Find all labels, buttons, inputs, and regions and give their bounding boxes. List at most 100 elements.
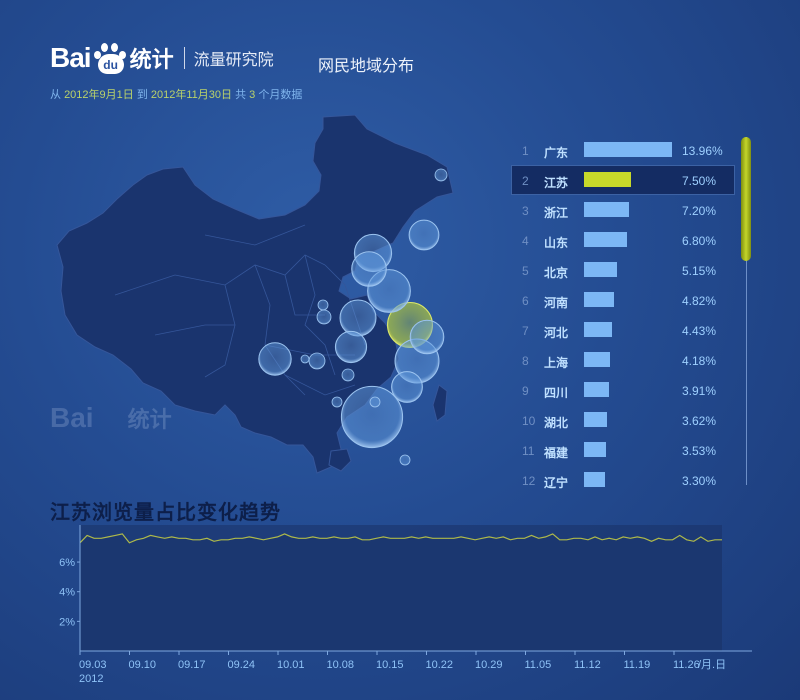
y-tick-label: 4%	[59, 587, 75, 599]
province-bubble[interactable]	[334, 330, 368, 364]
rank-number: 11	[522, 444, 535, 458]
ranking-row[interactable]: 5 北京 5.15%	[512, 256, 734, 284]
ranking-row[interactable]: 3 浙江 7.20%	[512, 196, 734, 224]
rank-number: 6	[522, 294, 529, 308]
y-tick-label: 6%	[59, 557, 75, 569]
share-value: 3.53%	[682, 444, 717, 458]
province-bubble[interactable]	[316, 309, 332, 325]
province-bubble[interactable]	[434, 168, 448, 182]
x-tick-label: 10.29	[475, 659, 503, 671]
ranking-row[interactable]: 11 福建 3.53%	[512, 436, 734, 464]
share-value: 4.82%	[682, 294, 717, 308]
province-bubble[interactable]	[399, 454, 411, 466]
province-bubble[interactable]	[339, 299, 377, 337]
brand-name: 流量研究院	[193, 52, 274, 69]
map-island-hainan	[328, 448, 352, 472]
share-bar	[584, 472, 605, 487]
province-bubble[interactable]	[409, 319, 445, 355]
ranking-row[interactable]: 8 上海 4.18%	[512, 346, 734, 374]
baidu-tongji-logo: Bai du 统计 流量研究院	[50, 40, 274, 76]
y-tick-label: 2%	[59, 616, 75, 628]
x-tick-label: 10.08	[327, 659, 355, 671]
range-unit: 个月数据	[258, 89, 303, 101]
province-bubble[interactable]	[351, 251, 387, 287]
ranking-row[interactable]: 1 广东 13.96%	[512, 136, 734, 164]
rank-number: 9	[522, 384, 529, 398]
bubble-layer	[258, 168, 448, 466]
trend-line	[79, 533, 722, 544]
province-name: 上海	[544, 356, 569, 370]
province-name: 北京	[544, 266, 569, 280]
watermark-tongji: 统计	[127, 407, 172, 432]
province-name: 江苏	[544, 176, 569, 190]
share-value: 3.30%	[682, 474, 717, 488]
x-tick-label: 11.12	[574, 659, 601, 671]
share-value: 4.43%	[682, 324, 717, 338]
ranking-row[interactable]: 12 辽宁 3.30%	[512, 466, 734, 494]
rank-number: 5	[522, 264, 529, 278]
province-bubble[interactable]	[258, 342, 292, 376]
province-bubble[interactable]	[308, 352, 326, 370]
share-value: 6.80%	[682, 234, 717, 248]
date-range: 从 2012年9月1日 到 2012年11月30日 共 3 个月数据	[50, 86, 302, 102]
ranking-row[interactable]: 7 河北 4.43%	[512, 316, 734, 344]
x-tick-label: 09.03	[79, 659, 107, 671]
ranking-row[interactable]: 2 江苏 7.50%	[511, 165, 735, 195]
logo-tongji-text: 统计	[129, 47, 174, 72]
rank-number: 10	[522, 414, 536, 428]
x-axis-unit: /月.日	[698, 659, 726, 671]
share-bar	[584, 202, 630, 217]
share-bar	[584, 172, 632, 187]
rank-number: 7	[522, 324, 529, 338]
share-value: 5.15%	[682, 264, 717, 278]
x-tick-label: 11.05	[525, 659, 552, 671]
share-value: 7.50%	[682, 174, 717, 188]
x-tick-label: 11.26	[673, 659, 700, 671]
province-name: 河北	[544, 326, 569, 340]
province-name: 广东	[544, 146, 569, 160]
range-to-label: 到	[136, 89, 148, 101]
province-name: 四川	[544, 386, 569, 400]
range-count: 3	[249, 89, 256, 101]
province-bubble[interactable]	[408, 219, 440, 251]
watermark-bai: Bai	[50, 402, 94, 433]
province-bubble[interactable]	[341, 368, 355, 382]
trend-chart: 2% 4% 6% 09.03 09.10 09.17 09.24 10.01 10.08 10.1…	[59, 525, 752, 685]
page-title: 网民地域分布	[318, 58, 415, 75]
province-bubble[interactable]	[369, 396, 381, 408]
share-bar	[584, 352, 611, 367]
province-bubble[interactable]	[391, 371, 423, 403]
scrollbar-thumb[interactable]	[741, 137, 751, 261]
x-tick-label: 11.19	[624, 659, 651, 671]
province-bubble[interactable]	[317, 299, 329, 311]
ranking-row[interactable]: 4 山东 6.80%	[512, 226, 734, 254]
ranking-row[interactable]: 6 河南 4.82%	[512, 286, 734, 314]
rank-number: 8	[522, 354, 529, 368]
x-tick-label: 09.10	[129, 659, 157, 671]
share-bar	[584, 142, 672, 157]
province-bubble[interactable]	[300, 354, 310, 364]
ranking-row[interactable]: 10 湖北 3.62%	[512, 406, 734, 434]
province-name: 福建	[544, 446, 569, 460]
rank-number: 2	[522, 174, 529, 188]
share-bar	[584, 322, 612, 337]
rank-number: 1	[522, 144, 529, 158]
ranking-row[interactable]: 9 四川 3.91%	[512, 376, 734, 404]
share-bar	[584, 412, 607, 427]
province-bubble[interactable]	[331, 396, 343, 408]
x-tick-label: 09.17	[178, 659, 206, 671]
range-start: 2012年9月1日	[64, 89, 134, 101]
scrollbar-track[interactable]	[746, 137, 747, 485]
province-bubble[interactable]	[340, 385, 404, 449]
province-name: 河南	[544, 296, 569, 310]
share-value: 4.18%	[682, 354, 717, 368]
trend-area	[80, 533, 722, 651]
range-from-label: 从	[50, 89, 61, 101]
map-island-taiwan	[432, 384, 448, 422]
x-tick-label: 10.01	[277, 659, 305, 671]
share-value: 3.62%	[682, 414, 717, 428]
china-map[interactable]	[55, 115, 455, 485]
rank-number: 3	[522, 204, 529, 218]
share-bar	[584, 232, 627, 247]
province-name: 山东	[544, 236, 569, 250]
